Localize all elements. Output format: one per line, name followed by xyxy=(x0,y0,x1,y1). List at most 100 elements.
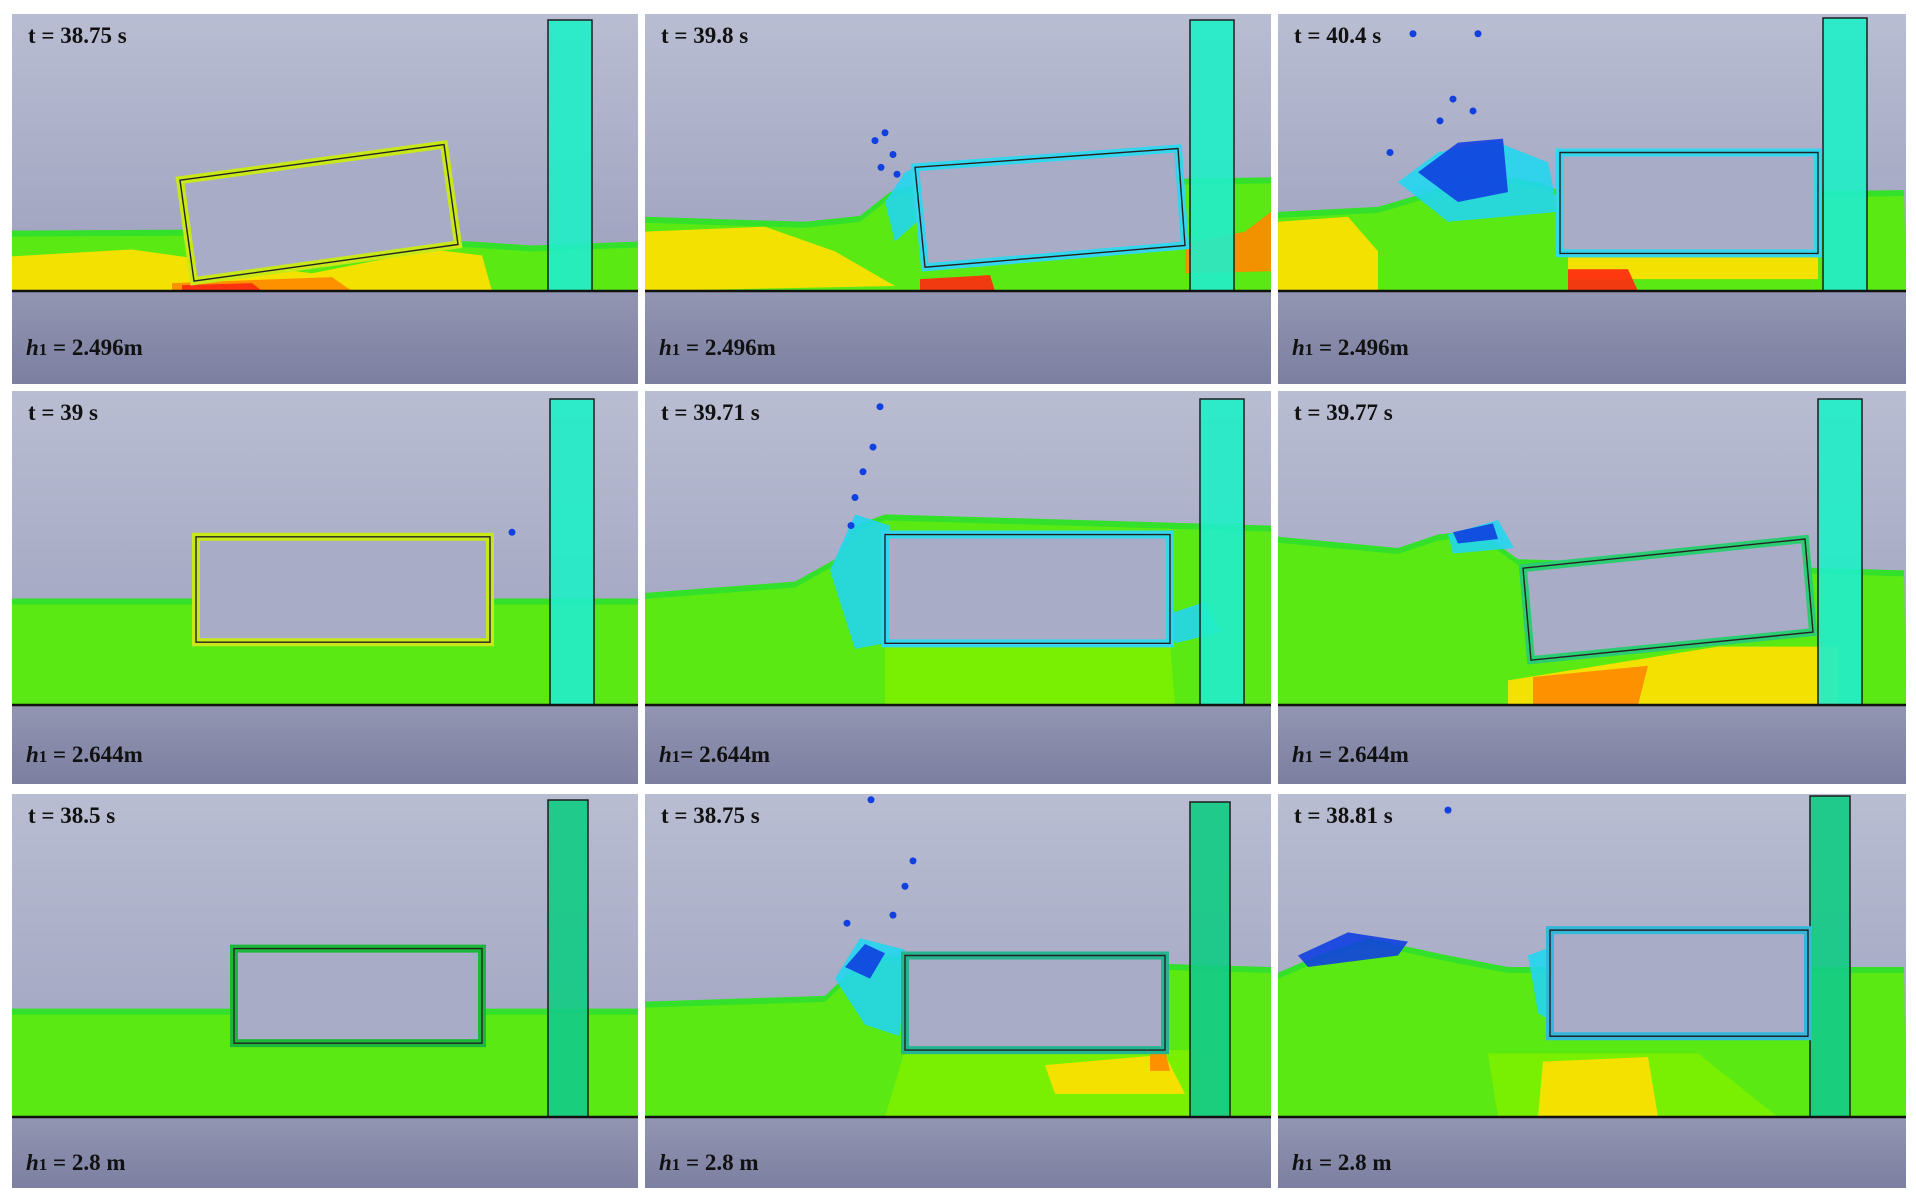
depth-equals: = xyxy=(47,742,72,767)
simulation-panel: t = 39.71 s h1= 2.644m xyxy=(645,391,1271,784)
floating-box xyxy=(1556,148,1822,258)
floating-box xyxy=(1546,926,1812,1041)
spray-droplet xyxy=(901,882,909,890)
seabed xyxy=(1278,291,1906,384)
depth-subscript: 1 xyxy=(1304,340,1314,359)
floating-box-outline xyxy=(914,147,1186,269)
depth-label: h1 = 2.496m xyxy=(26,336,143,359)
depth-subscript: 1 xyxy=(38,340,48,359)
spray-droplet xyxy=(871,137,879,145)
velocity-region xyxy=(1568,269,1638,291)
seabed xyxy=(12,705,638,784)
spray-droplet xyxy=(889,150,897,158)
simulation-panel: t = 38.81 s h1 = 2.8 m xyxy=(1278,794,1906,1188)
time-label: t = 38.75 s xyxy=(661,803,760,828)
spray-droplet xyxy=(867,796,875,804)
depth-label: h1 = 2.8 m xyxy=(659,1151,759,1174)
time-label: t = 38.81 s xyxy=(1294,803,1393,828)
depth-symbol: h xyxy=(659,1150,672,1175)
spray-droplet xyxy=(881,129,889,137)
spray-droplet xyxy=(1436,117,1444,125)
seabed xyxy=(12,291,638,384)
velocity-region xyxy=(885,644,1175,705)
depth-equals: = xyxy=(680,335,705,360)
velocity-region xyxy=(1533,665,1648,705)
spray-droplet xyxy=(869,443,877,451)
splash-region xyxy=(1418,138,1508,202)
seabed xyxy=(645,705,1271,784)
breakwater-column xyxy=(1822,17,1868,292)
depth-value: 2.644m xyxy=(71,742,143,767)
depth-equals: = xyxy=(47,335,72,360)
velocity-region xyxy=(645,226,895,291)
spray-droplet xyxy=(508,528,516,536)
floating-box-outline xyxy=(1559,151,1819,255)
velocity-region xyxy=(1538,1057,1658,1117)
breakwater-column xyxy=(1189,19,1235,292)
breakwater-column xyxy=(1809,795,1851,1118)
velocity-region xyxy=(182,283,262,291)
velocity-region xyxy=(920,275,995,291)
spray-droplet xyxy=(859,468,867,476)
floating-box-outline xyxy=(179,143,459,282)
spray-droplet xyxy=(1469,107,1477,115)
time-label: t = 39.8 s xyxy=(661,23,749,48)
simulation-panel: t = 39.8 s h1 = 2.496m xyxy=(645,14,1271,384)
depth-symbol: h xyxy=(1292,335,1305,360)
seabed xyxy=(12,1117,638,1188)
splash-region xyxy=(845,943,885,979)
simulation-panel: t = 39 s h1 = 2.644m xyxy=(12,391,638,784)
spray-droplet xyxy=(877,163,885,171)
depth-symbol: h xyxy=(26,1150,39,1175)
breakwater-column xyxy=(1199,398,1245,706)
floating-box xyxy=(230,944,486,1048)
depth-label: h1 = 2.8 m xyxy=(1292,1151,1392,1174)
depth-subscript: 1 xyxy=(38,1155,48,1174)
depth-subscript: 1 xyxy=(671,1155,681,1174)
simulation-panel: t = 38.75 s h1 = 2.496m xyxy=(12,14,638,384)
splash-region xyxy=(1453,523,1498,544)
velocity-region xyxy=(1150,1050,1170,1071)
spray-droplet xyxy=(1449,95,1457,103)
breakwater-column xyxy=(1817,398,1863,706)
depth-label: h1 = 2.8 m xyxy=(26,1151,126,1174)
floating-box-outline xyxy=(884,533,1171,645)
depth-symbol: h xyxy=(26,742,39,767)
time-label: t = 38.75 s xyxy=(28,23,127,48)
spray-droplet xyxy=(1444,806,1452,814)
floating-box-outline xyxy=(233,947,483,1044)
depth-label: h1 = 2.644m xyxy=(26,743,143,766)
floating-box xyxy=(881,530,1174,648)
breakwater-column xyxy=(547,19,593,292)
simulation-panel: t = 40.4 s h1 = 2.496m xyxy=(1278,14,1906,384)
spray-droplet xyxy=(1409,30,1417,38)
simulation-panel: t = 39.77 s h1 = 2.644m xyxy=(1278,391,1906,784)
depth-value: 2.644m xyxy=(1337,742,1409,767)
floating-box-outline xyxy=(1549,929,1809,1037)
depth-symbol: h xyxy=(659,742,672,767)
depth-subscript: 1 xyxy=(38,747,48,766)
floating-box-outline xyxy=(195,536,491,643)
spray-droplet xyxy=(909,857,917,865)
floating-box-outline xyxy=(1522,538,1814,661)
depth-value: 2.8 m xyxy=(1337,1150,1392,1175)
spray-droplet xyxy=(876,403,884,411)
seabed xyxy=(1278,1117,1906,1188)
depth-value: 2.8 m xyxy=(71,1150,126,1175)
simulation-panel: t = 38.5 s h1 = 2.8 m xyxy=(12,794,638,1188)
depth-value: 2.496m xyxy=(1337,335,1409,360)
time-label: t = 39 s xyxy=(28,400,98,425)
spray-droplet xyxy=(1474,30,1482,38)
depth-label: h1 = 2.496m xyxy=(659,336,776,359)
depth-equals: = xyxy=(1313,742,1338,767)
time-label: t = 39.71 s xyxy=(661,400,760,425)
depth-equals: = xyxy=(680,742,700,767)
depth-value: 2.496m xyxy=(704,335,776,360)
spray-droplet xyxy=(847,522,855,530)
breakwater-column xyxy=(1189,801,1231,1118)
floating-box-outline xyxy=(904,954,1166,1051)
depth-equals: = xyxy=(1313,335,1338,360)
depth-equals: = xyxy=(680,1150,705,1175)
depth-label: h1 = 2.496m xyxy=(1292,336,1409,359)
